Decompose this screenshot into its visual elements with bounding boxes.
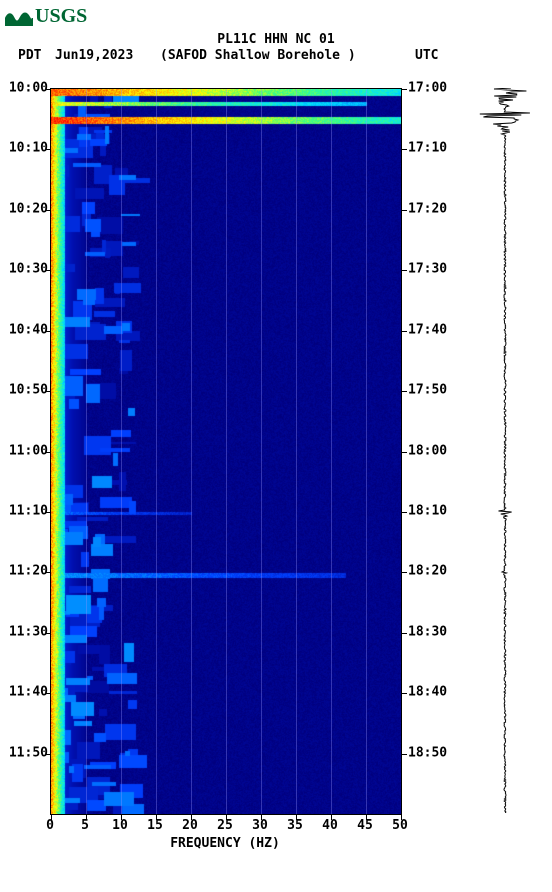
- y-right-tick-label: 18:00: [408, 443, 453, 458]
- x-tick-label: 15: [147, 818, 163, 833]
- y-tick: [401, 452, 407, 453]
- y-left-tick-label: 11:00: [3, 443, 48, 458]
- x-tick-label: 40: [322, 818, 338, 833]
- y-left-tick-label: 11:20: [3, 564, 48, 579]
- y-tick: [401, 210, 407, 211]
- y-right-tick-label: 18:30: [408, 624, 453, 639]
- x-tick-label: 25: [217, 818, 233, 833]
- y-right-tick-label: 17:50: [408, 383, 453, 398]
- waveform-line: [480, 88, 530, 813]
- y-right-tick-label: 18:10: [408, 503, 453, 518]
- usgs-logo: USGS: [5, 5, 87, 28]
- y-left-tick-label: 10:10: [3, 141, 48, 156]
- station-label: (SAFOD Shallow Borehole ): [160, 48, 356, 63]
- usgs-wave-icon: [5, 8, 33, 26]
- gridline: [331, 89, 332, 814]
- y-left-tick-label: 10:30: [3, 262, 48, 277]
- x-tick-label: 0: [46, 818, 54, 833]
- y-left-tick-label: 10:50: [3, 383, 48, 398]
- spectrogram-plot: [50, 88, 402, 815]
- usgs-logo-text: USGS: [35, 5, 87, 28]
- y-tick: [401, 331, 407, 332]
- gridline: [366, 89, 367, 814]
- x-tick-label: 50: [392, 818, 408, 833]
- gridline: [86, 89, 87, 814]
- gridline: [121, 89, 122, 814]
- y-tick: [401, 693, 407, 694]
- y-tick: [401, 512, 407, 513]
- y-left-tick-label: 10:00: [3, 81, 48, 96]
- x-tick-label: 30: [252, 818, 268, 833]
- y-tick: [401, 89, 407, 90]
- x-tick-label: 20: [182, 818, 198, 833]
- x-tick-label: 10: [112, 818, 128, 833]
- date-label: Jun19,2023: [55, 48, 133, 63]
- seismogram-trace: [470, 88, 540, 813]
- utc-label: UTC: [415, 48, 438, 63]
- y-left-tick-label: 10:40: [3, 322, 48, 337]
- y-tick: [401, 391, 407, 392]
- y-right-tick-label: 18:20: [408, 564, 453, 579]
- y-left-tick-label: 10:20: [3, 201, 48, 216]
- y-right-tick-label: 17:30: [408, 262, 453, 277]
- gridline: [156, 89, 157, 814]
- y-tick: [401, 572, 407, 573]
- x-tick-label: 45: [357, 818, 373, 833]
- y-axis-left: 10:0010:1010:2010:3010:4010:5011:0011:10…: [3, 88, 48, 813]
- y-right-tick-label: 17:00: [408, 81, 453, 96]
- x-tick-label: 35: [287, 818, 303, 833]
- y-right-tick-label: 17:20: [408, 201, 453, 216]
- chart-title: PL11C HHN NC 01: [0, 32, 552, 47]
- y-tick: [401, 633, 407, 634]
- y-right-tick-label: 18:40: [408, 685, 453, 700]
- y-left-tick-label: 11:40: [3, 685, 48, 700]
- y-right-tick-label: 17:40: [408, 322, 453, 337]
- y-tick: [401, 149, 407, 150]
- x-axis-title: FREQUENCY (HZ): [50, 836, 400, 851]
- x-tick-label: 5: [81, 818, 89, 833]
- y-left-tick-label: 11:50: [3, 745, 48, 760]
- gridline: [261, 89, 262, 814]
- pdt-label: PDT: [18, 48, 41, 63]
- y-tick: [401, 754, 407, 755]
- gridline: [226, 89, 227, 814]
- y-left-tick-label: 11:30: [3, 624, 48, 639]
- y-right-tick-label: 18:50: [408, 745, 453, 760]
- gridline: [191, 89, 192, 814]
- y-right-tick-label: 17:10: [408, 141, 453, 156]
- y-tick: [401, 270, 407, 271]
- y-left-tick-label: 11:10: [3, 503, 48, 518]
- y-axis-right: 17:0017:1017:2017:3017:4017:5018:0018:10…: [408, 88, 453, 813]
- gridline: [296, 89, 297, 814]
